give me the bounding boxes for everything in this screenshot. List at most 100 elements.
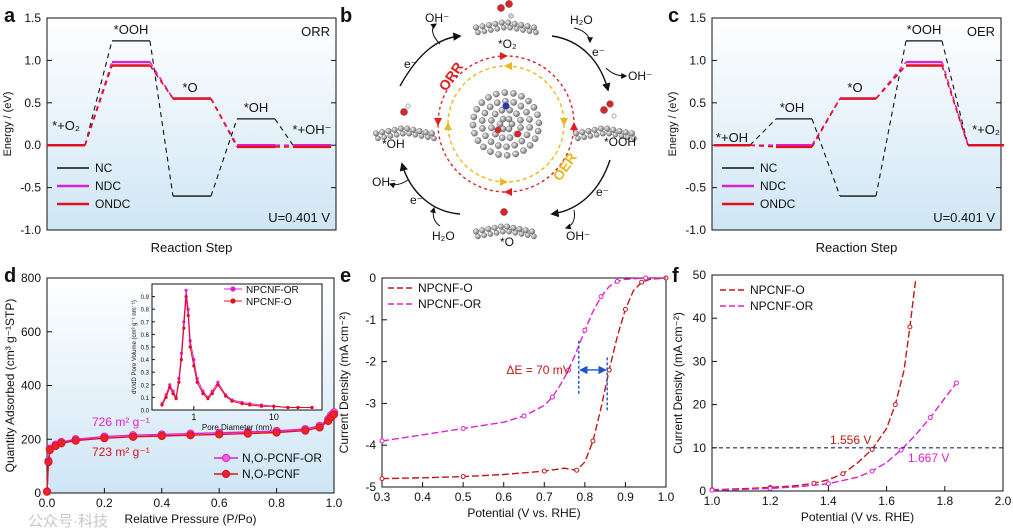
inset-legend-marker (230, 286, 236, 292)
inset-y-tick-label: 0.8 (141, 308, 150, 314)
carbon-atom (520, 27, 526, 33)
carbon-atom (373, 130, 380, 137)
label-oh-right: OH⁻ (628, 69, 652, 83)
carbon-atom (393, 131, 400, 138)
carbon-atom (573, 130, 580, 137)
y-tick-label: -2 (365, 355, 376, 369)
adsorbate-bottom-o (473, 208, 537, 240)
carbon-atom (482, 132, 489, 140)
x-axis-title: Reaction Step (151, 240, 233, 255)
x-tick-label: 1.0 (326, 496, 343, 510)
carbon-atom (612, 131, 619, 138)
x-tick-label: 1.4 (820, 494, 837, 508)
y-tick-label: 0.0 (24, 138, 41, 152)
branch-arrow-oh-top-left (430, 23, 441, 45)
species-right-ooh: *OOH (604, 135, 636, 149)
x-tick-label: 0.6 (495, 490, 512, 504)
inset-data-point (216, 380, 220, 384)
carbon-atom (381, 134, 388, 140)
carbon-atom (497, 223, 504, 230)
carbon-atom (479, 227, 486, 234)
carbon-atom (478, 99, 486, 106)
legend-marker (221, 453, 231, 463)
inset-legend-label: NPCNF-O (246, 297, 292, 308)
label-h2o-bottom-left: H₂O (432, 229, 455, 243)
carbon-atom (526, 124, 534, 131)
carbon-atom (581, 134, 588, 140)
branch-arrow-h2o-top-right (573, 27, 593, 44)
x-tick-label: 0.0 (39, 496, 56, 510)
data-point (898, 447, 904, 453)
carbon-atom (534, 111, 541, 119)
carbon-atom (518, 231, 525, 237)
energy-connector-nc (149, 40, 174, 197)
inset-x-tick-label: 1 (191, 412, 196, 422)
inset-data-point (177, 380, 181, 384)
label-oh-top-left: OH⁻ (425, 11, 449, 25)
y-tick-label: 600 (21, 325, 41, 339)
carbon-atom (485, 225, 492, 232)
carbon-atom (501, 89, 509, 96)
orr-arrowhead-right (570, 122, 578, 130)
surface-area-or: 726 m² g⁻¹ (92, 415, 150, 429)
inset-data-point (216, 383, 220, 387)
label-e-top-right: e⁻ (592, 45, 605, 59)
carbon-atom (494, 25, 501, 32)
cycle-arrow-bottom-right (550, 159, 611, 218)
label-oh-left: OH⁻ (372, 175, 396, 189)
energy-connector-ondc (210, 98, 238, 148)
y-tick-label: 40 (693, 311, 707, 325)
inset-data-point (192, 364, 196, 368)
carbon-atom (496, 120, 504, 128)
carbon-atom (493, 90, 500, 98)
carbon-atom (524, 23, 531, 30)
step-label: *+O₂ (52, 118, 80, 133)
branch-arrow-h2o-bottom-left (429, 206, 441, 227)
carbon-atom (531, 135, 539, 143)
y-tick-label: 1.0 (24, 53, 41, 67)
x-tick-label: 1.0 (704, 494, 721, 508)
energy-connector-nc (210, 118, 238, 197)
energy-connector-ndc (875, 61, 907, 100)
x-axis-title: Potential (V vs. RHE) (801, 510, 914, 524)
carbon-atom (481, 109, 489, 117)
carbon-atom (518, 22, 525, 29)
orr-arrowhead-left (434, 118, 442, 126)
carbon-atom (511, 20, 518, 27)
carbon-atom (470, 113, 478, 121)
carbon-atom (606, 130, 612, 137)
inset-legend-marker (230, 298, 236, 304)
onset-label-or: 1.667 V (908, 451, 949, 465)
y-tick-label: -0.5 (685, 181, 706, 195)
panel-f-oer-lsv-chart: 1.0 1.2 1.4 1.6 1.8 2.0 0 10 20 30 40 50 Potential (… (671, 268, 1012, 524)
inset-data-point (201, 392, 205, 396)
carbon-atom (505, 19, 512, 26)
energy-connector-ondc (811, 98, 841, 148)
y-tick-label: 30 (693, 354, 707, 368)
carbon-atom (517, 102, 525, 110)
carbon-atom (375, 135, 381, 142)
carbon-atom (525, 97, 532, 105)
inset-data-point (224, 394, 228, 398)
carbon-atom (600, 130, 606, 137)
surface-area-plain: 723 m² g⁻¹ (92, 445, 150, 459)
energy-connector-ondc (875, 64, 907, 100)
adsorbate-atom (505, 0, 513, 8)
data-point (574, 467, 580, 473)
potential-annotation: U=0.401 V (933, 210, 995, 225)
carbon-atom (517, 116, 524, 124)
x-tick-label: 0.8 (268, 496, 285, 510)
energy-connector-ndc (149, 61, 174, 99)
carbon-atom (491, 110, 499, 118)
inset-data-point (182, 326, 186, 330)
carbon-atom (400, 130, 406, 137)
inset-data-point (160, 403, 164, 407)
data-point (892, 402, 898, 408)
orr-label: ORR (435, 59, 466, 94)
step-label: *OH (244, 100, 269, 115)
x-tick-label: 0.9 (617, 490, 634, 504)
inset-y-tick-label: 0.6 (141, 333, 150, 339)
oxygen-atom (514, 130, 522, 138)
energy-connector-ndc (941, 61, 969, 146)
plot-frame (46, 17, 337, 231)
